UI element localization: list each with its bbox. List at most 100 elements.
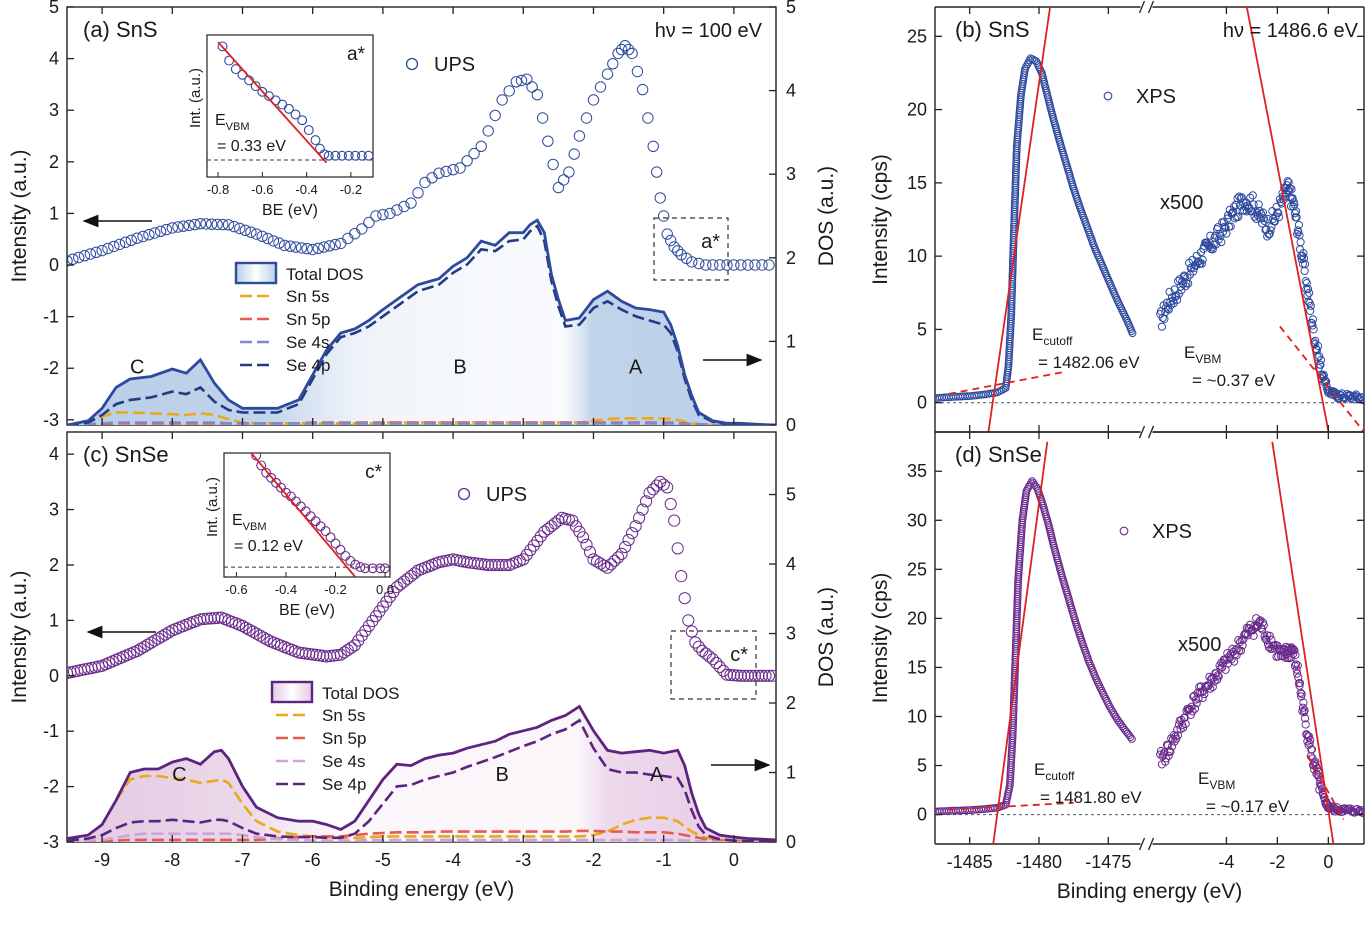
inset-point xyxy=(330,150,341,161)
ups-point xyxy=(671,542,684,555)
ups-point xyxy=(334,648,347,661)
y-right-tick-label: 3 xyxy=(786,164,796,184)
ups-point xyxy=(568,148,580,160)
panel-label: (d) SnSe xyxy=(955,442,1042,467)
ups-point xyxy=(318,241,330,253)
se-4p-curve xyxy=(67,718,776,842)
y-right-tick-label: 2 xyxy=(786,248,796,268)
xps-legend-marker xyxy=(1119,526,1129,536)
valence-point xyxy=(1185,704,1195,713)
valence-point xyxy=(1236,646,1246,655)
inset-point xyxy=(355,562,366,573)
zoom-box xyxy=(670,630,757,700)
ups-point xyxy=(331,649,344,662)
xps-legend-marker xyxy=(1103,91,1113,101)
inset-point xyxy=(335,544,346,555)
ups-point xyxy=(253,629,267,642)
ups-point xyxy=(636,83,649,96)
ups-point xyxy=(527,539,540,552)
inset-x-tick-label: -0.2 xyxy=(340,182,362,197)
valence-point xyxy=(1286,644,1295,653)
valence-point xyxy=(1248,191,1257,200)
core-point xyxy=(1108,706,1116,715)
y-tick-label: -3 xyxy=(43,410,59,430)
y-tick-label: -1 xyxy=(43,307,59,327)
valence-point xyxy=(1210,677,1219,686)
ups-point xyxy=(492,558,505,572)
axis-break-mark xyxy=(1147,0,1155,14)
ups-point xyxy=(658,210,670,222)
valence-point xyxy=(1301,260,1310,269)
ups-point xyxy=(717,664,730,677)
ups-point xyxy=(341,643,354,657)
valence-point xyxy=(1246,193,1255,202)
valence-point xyxy=(1297,689,1306,699)
x-tick-label: -3 xyxy=(515,850,531,870)
valence-point xyxy=(1226,649,1235,659)
core-point xyxy=(1023,60,1032,69)
valence-point xyxy=(1162,754,1171,763)
ups-point xyxy=(261,633,274,646)
inset-point xyxy=(283,103,294,114)
inset-point xyxy=(337,150,347,161)
ups-point xyxy=(394,578,407,591)
ups-point xyxy=(108,240,120,253)
valence-point xyxy=(1258,219,1267,228)
valence-point xyxy=(1208,682,1217,692)
ups-point xyxy=(257,631,270,644)
ups-point xyxy=(408,567,421,580)
y-tick-label: 15 xyxy=(907,657,927,677)
y-tick-label: 4 xyxy=(49,49,59,69)
ups-point xyxy=(143,229,155,241)
legend-total-dos: Total DOS xyxy=(286,265,363,284)
valence-point xyxy=(1293,661,1302,670)
ups-point xyxy=(370,210,382,222)
ups-point xyxy=(194,613,207,626)
ups-point xyxy=(125,234,138,247)
valence-point xyxy=(1226,222,1235,231)
inset-point xyxy=(261,467,272,478)
valence-point xyxy=(1214,672,1223,681)
ups-point xyxy=(534,530,547,543)
ups-point xyxy=(640,495,653,508)
x-tick-label: -1 xyxy=(656,850,672,870)
zoom-box xyxy=(653,217,729,281)
y-right-tick-label: 4 xyxy=(786,554,796,574)
valence-point xyxy=(1266,226,1275,235)
valence-point xyxy=(1358,396,1364,405)
valence-point xyxy=(1173,725,1182,734)
ups-point xyxy=(246,625,260,638)
valence-point xyxy=(1248,626,1257,635)
y-tick-label: 35 xyxy=(907,461,927,481)
ups-point xyxy=(475,557,488,571)
y-tick-label: 0 xyxy=(917,805,927,825)
inset-point xyxy=(356,150,367,161)
edge-fit-line xyxy=(992,441,1049,844)
background-fit-line xyxy=(1307,755,1345,820)
valence-point xyxy=(1290,209,1300,218)
ups-point xyxy=(675,570,688,583)
valence-point xyxy=(1305,739,1314,748)
y-tick-label: -2 xyxy=(43,777,59,797)
ups-point xyxy=(612,47,624,60)
inset-point xyxy=(250,81,261,92)
valence-point xyxy=(1197,259,1206,268)
ups-point xyxy=(642,112,654,124)
ups-point xyxy=(461,155,473,167)
inset-y-axis-label: Int. (a.u.) xyxy=(187,68,204,128)
ups-point xyxy=(520,548,533,561)
panel-label: (a) SnS xyxy=(83,17,158,42)
ups-point xyxy=(222,219,235,231)
ups-point xyxy=(626,47,638,60)
ups-point xyxy=(647,140,659,153)
ups-point xyxy=(766,669,776,682)
ups-point xyxy=(735,259,747,271)
y-axis-label: Intensity (a.u.) xyxy=(8,570,31,703)
ups-point xyxy=(601,68,614,80)
valence-point xyxy=(1289,645,1298,654)
se-4s-curve xyxy=(67,421,776,425)
ups-point xyxy=(619,540,632,554)
ups-point xyxy=(731,669,744,682)
valence-point xyxy=(1168,735,1178,744)
ups-point xyxy=(531,89,543,101)
